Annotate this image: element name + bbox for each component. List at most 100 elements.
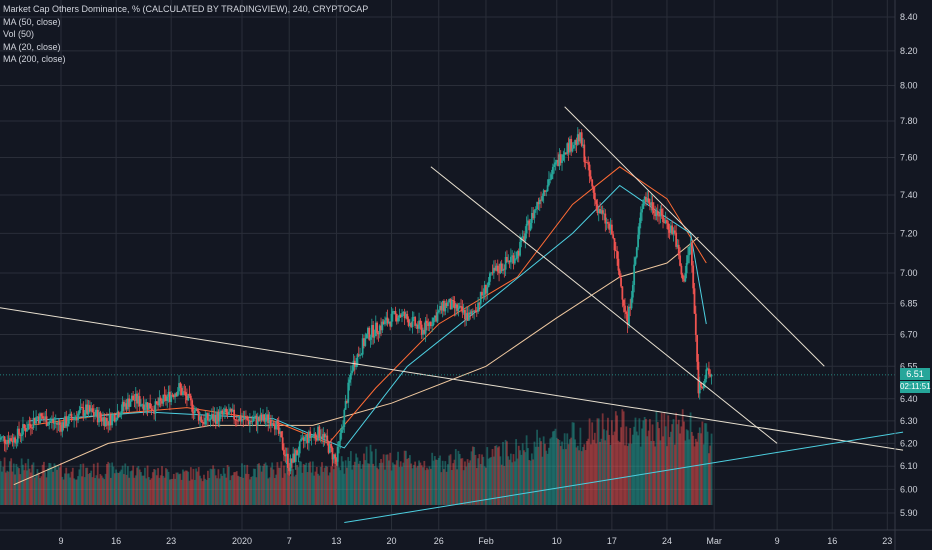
legend-ma200[interactable]: MA (200, close) <box>3 54 66 64</box>
volume-bar <box>426 467 428 505</box>
volume-bar <box>266 465 268 505</box>
candle-body <box>618 270 621 278</box>
volume-bar <box>126 466 129 505</box>
volume-bar <box>86 467 89 505</box>
candle-body <box>498 271 500 274</box>
volume-bar <box>8 461 11 505</box>
candle-body <box>36 416 39 418</box>
volume-bar <box>607 417 609 505</box>
candle-body <box>646 198 649 202</box>
candle-body <box>321 436 323 439</box>
volume-bar <box>567 444 570 505</box>
volume-bar <box>69 477 72 505</box>
candle-body <box>494 267 497 271</box>
candle-body <box>600 210 603 214</box>
volume-bar <box>65 467 68 505</box>
candle-body <box>176 391 179 397</box>
volume-bar <box>613 431 616 505</box>
volume-bar <box>214 475 217 505</box>
x-tick-label: 24 <box>662 536 672 546</box>
candle-body <box>284 454 287 457</box>
candle-body <box>561 160 563 163</box>
candle-body <box>428 322 431 326</box>
candle-body <box>689 242 692 247</box>
volume-bar <box>406 459 409 505</box>
volume-bar <box>603 429 605 505</box>
candle-body <box>186 395 188 401</box>
volume-bar <box>536 429 539 505</box>
candle-body <box>199 416 201 421</box>
candle-body <box>108 414 111 426</box>
volume-bar <box>313 475 316 505</box>
candle-body <box>332 454 335 460</box>
countdown-badge: 02:11:51 <box>900 381 931 393</box>
legend-ma50[interactable]: MA (50, close) <box>3 16 61 27</box>
volume-bar <box>689 412 692 505</box>
volume-bar <box>70 471 73 505</box>
candle-body <box>263 414 266 422</box>
candle-body <box>285 453 288 457</box>
legend-vol[interactable]: Vol (50) <box>3 29 35 39</box>
candle-body <box>180 387 183 396</box>
candle-body <box>260 414 263 421</box>
candle-body <box>113 414 116 422</box>
candle-body <box>578 134 580 142</box>
candle-body <box>405 313 407 319</box>
candle-body <box>690 242 693 266</box>
volume-bar <box>88 473 91 505</box>
x-tick-label: 17 <box>607 536 617 546</box>
volume-bar <box>191 479 194 505</box>
volume-bar <box>225 477 228 505</box>
candle-body <box>532 212 535 219</box>
volume-bar <box>352 464 355 505</box>
candle-body <box>95 409 98 416</box>
volume-bar <box>108 463 111 505</box>
legend-ma20[interactable]: MA (20, close) <box>3 41 61 52</box>
volume-bar <box>292 469 295 505</box>
volume-bar <box>237 475 239 505</box>
volume-bar <box>217 469 220 505</box>
chart-title[interactable]: Market Cap Others Dominance, % (CALCULAT… <box>3 4 369 14</box>
candle-body <box>583 144 586 163</box>
volume-bar <box>197 467 200 505</box>
candle-body <box>208 420 211 421</box>
volume-bar <box>506 441 508 505</box>
candle-body <box>319 436 322 439</box>
volume-bar <box>54 465 57 505</box>
candle-body <box>165 395 167 401</box>
volume-bar <box>677 419 680 505</box>
volume-bar <box>617 440 620 505</box>
volume-bar <box>576 445 579 505</box>
candle-body <box>98 412 100 423</box>
candle-body <box>91 408 94 412</box>
volume-bar <box>423 460 426 505</box>
candle-body <box>344 401 347 410</box>
time-axis[interactable]: 9 16 23 2020 7 13 20 26 Feb 10 17 24 Mar 9 16 23 <box>0 529 932 546</box>
candle-body <box>121 401 124 412</box>
volume-bar <box>40 476 43 505</box>
candle-body <box>667 223 670 230</box>
volume-bar <box>470 451 473 505</box>
volume-bar <box>555 437 558 505</box>
candle-body <box>676 244 679 247</box>
volume-bar <box>252 468 255 505</box>
candle-body <box>381 321 384 331</box>
volume-bar <box>306 472 309 505</box>
volume-bar <box>5 472 7 505</box>
candle-body <box>14 437 16 443</box>
volume-bar <box>62 479 65 505</box>
volume-bar <box>447 464 449 505</box>
volume-bar <box>227 466 230 505</box>
volume-bar <box>281 477 284 505</box>
candle-body <box>412 317 415 318</box>
candle-body <box>283 449 285 455</box>
volume-bar <box>584 450 587 505</box>
price-axis[interactable]: 8.40 8.20 8.00 7.80 7.60 7.40 7.20 7.00 6.85 6.70… <box>894 0 918 550</box>
volume-bar <box>64 473 66 505</box>
volume-bar <box>153 469 156 505</box>
candle-body <box>124 403 127 407</box>
candle-body <box>508 260 511 263</box>
volume-bar <box>596 418 599 505</box>
candle-body <box>537 202 540 205</box>
